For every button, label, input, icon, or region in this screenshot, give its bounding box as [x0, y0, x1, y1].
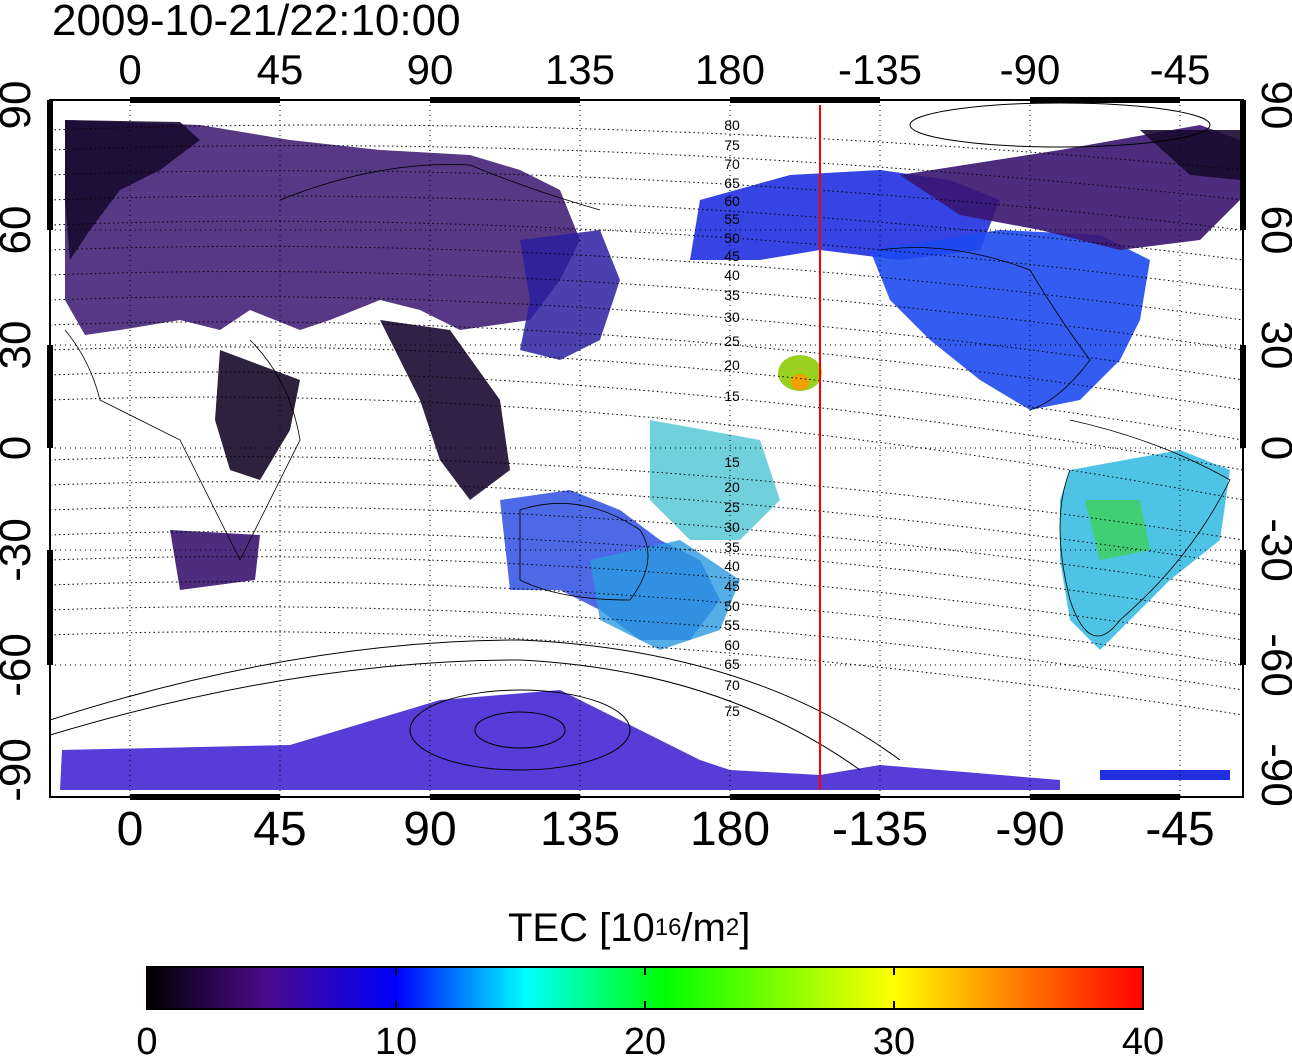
tec-region-south-america-core	[1085, 500, 1150, 560]
contour-label: 30	[724, 309, 740, 325]
contour-labels-north: 80 75 70 65 60 55 50 45 40 35 30 25 20 1…	[724, 117, 740, 404]
contour-label: 70	[724, 156, 740, 172]
contour-label: 50	[724, 230, 740, 246]
top-tick-label: -45	[1150, 46, 1211, 93]
right-tick-label: 90	[1252, 81, 1292, 130]
top-tick-label: -90	[1000, 46, 1061, 93]
contour-label: 30	[724, 519, 740, 535]
tec-region-africa	[215, 350, 300, 480]
contour-label: 15	[724, 388, 740, 404]
top-tick-label: 90	[407, 46, 454, 93]
contour-lines	[50, 124, 1243, 716]
contour-label: 35	[724, 287, 740, 303]
timestamp-title: 2009-10-21/22:10:00	[52, 0, 461, 45]
contour-label: 25	[724, 333, 740, 349]
top-tick-label: 45	[257, 46, 304, 93]
contour-label: 25	[724, 499, 740, 515]
contour-labels-south: 15 20 25 30 35 40 45 50 55 60 65 70 75	[724, 454, 740, 719]
right-tick-label: 30	[1252, 321, 1292, 370]
lat-lon-grid	[50, 100, 1243, 797]
left-tick-label: 60	[0, 206, 40, 255]
tec-data-layer	[60, 120, 1240, 790]
bottom-tick-label: -135	[832, 803, 928, 856]
right-tick-label: -30	[1252, 518, 1292, 582]
contour-label: 75	[724, 703, 740, 719]
top-axis: 0 45 90 135 180 -135 -90 -45	[118, 46, 1210, 93]
bottom-tick-label: -45	[1145, 803, 1214, 856]
frame-ticks	[47, 97, 1246, 800]
map-frame	[49, 99, 1244, 798]
contour-label: 60	[724, 637, 740, 653]
left-tick-label: -30	[0, 518, 40, 582]
colorbar-tick-labels: 0 10 20 30 40	[136, 1021, 1164, 1057]
right-tick-label: -60	[1252, 633, 1292, 697]
colorbar-tick-label: 30	[873, 1021, 915, 1057]
tec-region-antarctica-west	[60, 690, 1060, 790]
contour-label: 20	[724, 357, 740, 373]
bottom-tick-label: 180	[690, 803, 770, 856]
bottom-tick-label: 135	[540, 803, 620, 856]
contour-label: 55	[724, 211, 740, 227]
right-tick-label: 0	[1252, 436, 1292, 460]
colorbar-tick-label: 20	[624, 1021, 666, 1057]
tec-region-eurasia	[65, 120, 580, 335]
left-tick-label: 0	[0, 436, 40, 460]
contour-label: 75	[724, 137, 740, 153]
left-tick-label: 30	[0, 321, 40, 370]
contour-label: 55	[724, 617, 740, 633]
coastlines	[64, 164, 1231, 637]
left-tick-label: -60	[0, 633, 40, 697]
left-tick-label: -90	[0, 738, 40, 802]
contour-label: 20	[724, 479, 740, 495]
tec-region-southeast-asia	[380, 320, 510, 500]
contour-label: 60	[724, 193, 740, 209]
contour-label: 65	[724, 175, 740, 191]
bottom-tick-label: 45	[253, 803, 306, 856]
contour-label: 45	[724, 248, 740, 264]
tec-region-new-zealand	[590, 540, 740, 650]
top-tick-label: 180	[695, 46, 765, 93]
left-tick-label: 90	[0, 81, 40, 130]
contour-label: 50	[724, 598, 740, 614]
contour-label: 15	[724, 454, 740, 470]
tec-region-hawaii	[778, 355, 822, 391]
colorbar-label: TEC [1016/m2]	[508, 906, 751, 950]
right-tick-label: -90	[1252, 743, 1292, 807]
contour-label: 45	[724, 578, 740, 594]
bottom-tick-label: -90	[995, 803, 1064, 856]
colorbar-tick-label: 40	[1122, 1021, 1164, 1057]
bottom-axis: 0 45 90 135 180 -135 -90 -45	[117, 803, 1215, 856]
colorbar-tick-label: 0	[136, 1021, 157, 1057]
top-tick-label: 135	[545, 46, 615, 93]
right-axis: 90 60 30 0 -30 -60 -90	[1252, 81, 1292, 807]
contour-label: 65	[724, 656, 740, 672]
right-tick-label: 60	[1252, 206, 1292, 255]
bottom-tick-label: 90	[403, 803, 456, 856]
contour-label: 70	[724, 677, 740, 693]
contour-label: 40	[724, 558, 740, 574]
tec-region-pacific	[650, 420, 780, 540]
top-tick-label: 0	[118, 46, 141, 93]
tec-region-south-africa	[170, 530, 260, 590]
tec-region-east-asia	[520, 230, 620, 360]
tec-region-alaska	[690, 170, 1000, 260]
tec-region-europe	[65, 120, 200, 260]
contour-label: 35	[724, 539, 740, 555]
colorbar-ticks	[395, 967, 895, 1009]
tec-region-canada-north	[900, 125, 1240, 250]
contour-label: 80	[724, 117, 740, 133]
left-axis: 90 60 30 0 -30 -60 -90	[0, 81, 40, 802]
contour-label: 40	[724, 267, 740, 283]
top-tick-label: -135	[838, 46, 922, 93]
tec-region-north-america	[870, 230, 1150, 410]
tec-region-antarctica-east	[1100, 770, 1230, 780]
bottom-tick-label: 0	[117, 803, 144, 856]
colorbar-tick-label: 10	[375, 1021, 417, 1057]
